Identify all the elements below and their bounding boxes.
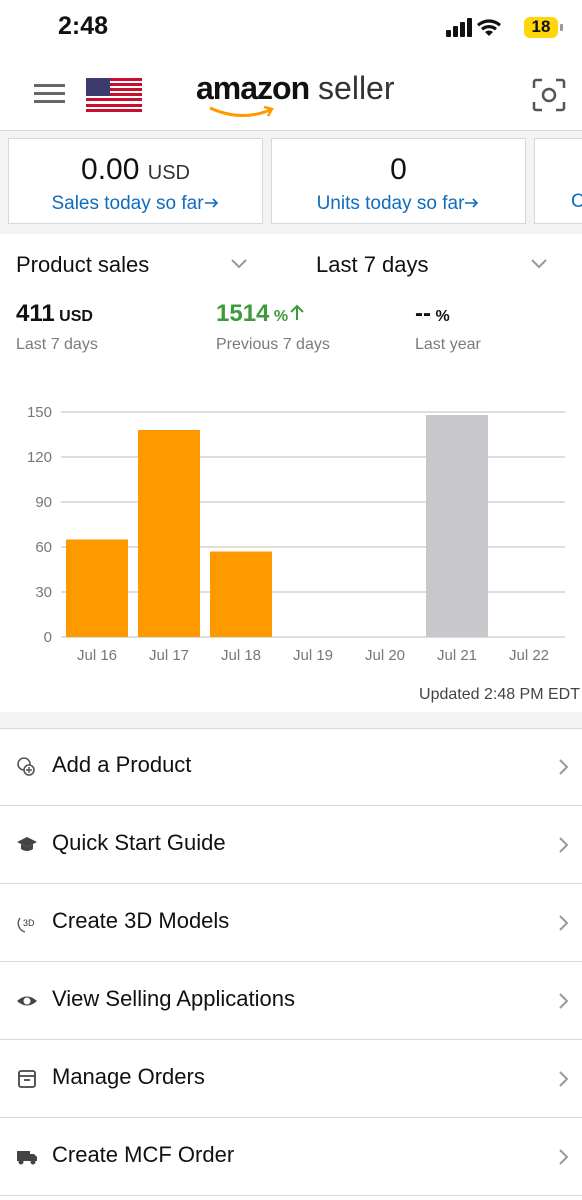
menu-item[interactable]: 3D Create 3D Models (0, 884, 582, 962)
menu-label: Create MCF Order (52, 1142, 235, 1167)
dropdown-icon (231, 259, 247, 269)
bar (210, 551, 272, 637)
menu-icon (17, 757, 35, 776)
battery-level: 18 (531, 17, 551, 36)
chevron (559, 993, 569, 1009)
stat-unit: % (435, 308, 450, 325)
us-flag[interactable] (86, 78, 142, 112)
menu-item[interactable]: Quick Start Guide (0, 806, 582, 884)
stat-value: -- (415, 300, 431, 327)
chevron (559, 759, 569, 775)
stat-value: 1514 (216, 300, 270, 327)
menu-icon (17, 996, 37, 1006)
sales-card[interactable]: 0.00 USD Sales today so far (8, 138, 263, 224)
x-tick-label: Jul 21 (437, 647, 477, 664)
metric-select[interactable]: Product sales (16, 252, 150, 277)
units-card[interactable]: 0 Units today so far (271, 138, 526, 224)
period-select[interactable]: Last 7 days (316, 252, 429, 277)
bar (426, 415, 488, 637)
card-value: 0 (390, 153, 407, 186)
arrow-icon (204, 198, 218, 208)
status-time: 2:48 (58, 12, 109, 40)
card-link: C (571, 191, 582, 212)
app-header (0, 60, 582, 131)
card-unit: USD (147, 162, 190, 184)
y-tick-label: 120 (27, 449, 52, 466)
menu-label: Manage Orders (52, 1064, 205, 1089)
menu-item[interactable]: Manage Orders (0, 1040, 582, 1118)
x-tick-label: Jul 16 (77, 647, 117, 664)
menu-item[interactable]: Add a Product (0, 728, 582, 806)
scan-button[interactable] (532, 78, 566, 112)
x-tick-label: Jul 18 (221, 647, 261, 664)
chevron (559, 1149, 569, 1165)
x-tick-label: Jul 22 (509, 647, 549, 664)
logo-suffix: seller (318, 70, 395, 106)
menu-button[interactable] (34, 82, 66, 106)
y-tick-label: 150 (27, 404, 52, 421)
card-value: 0.00 (81, 153, 140, 186)
menu-item[interactable]: Create MCF Order (0, 1118, 582, 1196)
divider (0, 712, 582, 729)
card-link: Sales today so far (51, 193, 204, 214)
stat: 1514 % Previous 7 days (216, 300, 330, 354)
stat-label: Previous 7 days (216, 336, 330, 353)
up-arrow (290, 304, 304, 320)
y-tick-label: 0 (44, 629, 52, 646)
menu-item[interactable]: View Selling Applications (0, 962, 582, 1040)
y-tick-label: 90 (35, 494, 52, 511)
updated-time: Updated 2:48 PM EDT (419, 686, 580, 703)
stat-unit: % (273, 308, 289, 325)
stat-value: 411 (16, 300, 55, 327)
stat-unit: USD (59, 308, 93, 325)
x-tick-label: Jul 20 (365, 647, 405, 664)
dropdown-icon (531, 259, 547, 269)
third-card[interactable]: C (534, 138, 582, 224)
menu-icon: 3D (17, 917, 35, 933)
chevron (559, 915, 569, 931)
sales-chart: 0 30 60 90 120 150 Jul 16 Jul 17 Jul 18 Jul 19 Jul… (27, 404, 565, 664)
svg-text:3D: 3D (23, 918, 35, 928)
logo-brand: amazon (196, 70, 310, 106)
bar (66, 539, 128, 637)
card-link: Units today so far (316, 193, 465, 214)
x-tick-label: Jul 17 (149, 647, 189, 664)
chevron (559, 837, 569, 853)
stat-label: Last year (415, 336, 481, 353)
stat-label: Last 7 days (16, 336, 98, 353)
status-icons (446, 17, 563, 38)
arrow-icon (465, 198, 479, 208)
menu-label: Create 3D Models (52, 908, 230, 933)
menu-label: Add a Product (52, 752, 192, 777)
menu-label: Quick Start Guide (52, 830, 226, 855)
bar (138, 430, 200, 637)
y-tick-label: 60 (35, 539, 52, 556)
x-tick-label: Jul 19 (293, 647, 333, 664)
menu-icon (18, 1070, 36, 1088)
logo: amazon seller (196, 70, 395, 107)
menu-label: View Selling Applications (52, 986, 295, 1011)
chevron (559, 1071, 569, 1087)
y-tick-label: 30 (35, 584, 52, 601)
logo-smile (209, 105, 274, 117)
stat: 411 USD Last 7 days (16, 300, 98, 354)
menu-icon (17, 1151, 37, 1165)
menu-icon (17, 837, 37, 851)
stat: -- % Last year (415, 300, 481, 354)
